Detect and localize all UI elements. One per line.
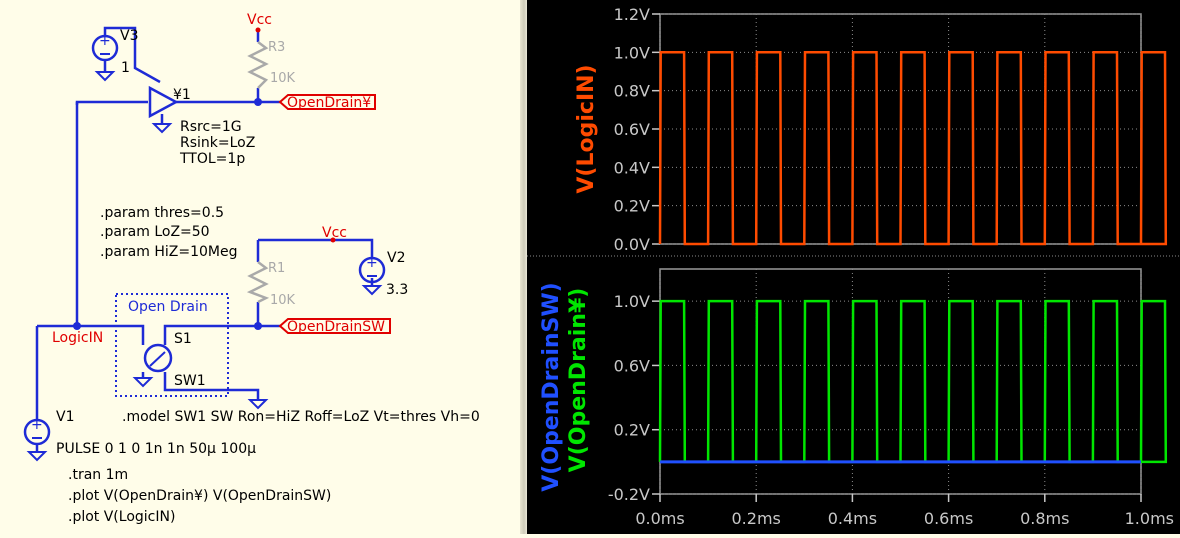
svg-text:+: + [31, 417, 43, 433]
v3-name: V3 [120, 28, 138, 44]
param-line-2: .param HiZ=10Meg [100, 244, 237, 260]
schematic-pane[interactable]: + V3 1 ¥1 Rsrc=1G Rsink=LoZ TTOL=1p Vcc … [0, 0, 524, 534]
switch-s1[interactable] [132, 343, 269, 410]
r1-name: R1 [268, 261, 285, 276]
s1-name: S1 [174, 331, 192, 347]
open-drain-box [115, 293, 229, 397]
vcc-mid-label: Vcc [322, 225, 347, 241]
v3-source[interactable]: + [91, 33, 119, 82]
param-line-0: .param thres=0.5 [100, 205, 224, 221]
trace-opendrain [658, 299, 1168, 464]
ytick-label: 0.2V [614, 421, 650, 440]
open-drain-box-title: Open Drain [128, 299, 208, 315]
ytick-label: 0.6V [614, 120, 650, 139]
r1-value: 10K [270, 293, 296, 308]
plot-logicin-yticks: 1.2V 1.0V 0.8V 0.6V 0.4V 0.2V 0.0V [614, 5, 660, 254]
trace-logicin [658, 51, 1168, 246]
param-line-1: .param LoZ=50 [100, 224, 210, 240]
plot-opendrain-yticks: 1.0V 0.6V 0.2V -0.2V [608, 292, 660, 504]
r1-resistor[interactable] [246, 261, 270, 304]
junction-dots [73, 98, 262, 330]
u1-param-1: Rsink=LoZ [180, 135, 255, 151]
v2-source[interactable]: + [358, 255, 386, 296]
ytick-label: 0.0V [614, 235, 650, 254]
xtick-label: 0.4ms [828, 509, 877, 528]
ytick-label: 0.6V [614, 356, 650, 375]
plot-logicin[interactable]: 1.2V 1.0V 0.8V 0.6V 0.4V 0.2V 0.0V V(LogicIN) [574, 5, 1168, 254]
xtick-label: 0.0ms [635, 509, 684, 528]
svg-text:+: + [99, 33, 111, 49]
waveform-viewer[interactable]: 1.2V 1.0V 0.8V 0.6V 0.4V 0.2V 0.0V V(LogicIN) … [527, 0, 1180, 534]
u1-param-0: Rsrc=1G [180, 119, 242, 135]
xtick-label: 0.2ms [732, 509, 781, 528]
r3-resistor[interactable] [247, 41, 269, 89]
ytick-label: 1.2V [614, 5, 650, 24]
u1-name: ¥1 [173, 87, 191, 103]
xtick-label: 0.8ms [1020, 509, 1069, 528]
plot-xaxis-ticks: 0.0ms 0.2ms 0.4ms 0.6ms 0.8ms 1.0ms [635, 494, 1174, 528]
v1-source[interactable]: + [23, 417, 51, 462]
waveform-canvas[interactable]: 1.2V1.0V0.8V0.6V0.4V0.2V0.0V V(LogicIN) … [527, 0, 1180, 534]
vcc-top-dot [255, 27, 261, 33]
plot-opendrain[interactable]: 1.0V 0.6V 0.2V -0.2V V(OpenDrainSW) V(OpenD… [539, 268, 1174, 528]
plot-opendrain-ylabel-od: V(OpenDrain¥) [566, 288, 591, 473]
vcc-top-label: Vcc [247, 12, 272, 28]
plot-logicin-ylabel: V(LogicIN) [574, 64, 599, 193]
v1-name: V1 [56, 409, 74, 425]
r3-name: R3 [268, 40, 285, 55]
net-label-opendrainsw-text: OpenDrainSW [287, 319, 385, 335]
schematic-canvas[interactable]: + V3 1 ¥1 Rsrc=1G Rsink=LoZ TTOL=1p Vcc … [0, 0, 524, 534]
net-label-logicin: LogicIN [52, 330, 103, 346]
net-label-opendrain-text: OpenDrain¥ [287, 95, 371, 111]
s1-model: SW1 [174, 373, 206, 389]
ytick-label: 0.8V [614, 82, 650, 101]
u1-param-2: TTOL=1p [179, 151, 245, 167]
xtick-label: 1.0ms [1125, 509, 1174, 528]
net-label-opendrain[interactable]: OpenDrain¥ [278, 94, 376, 111]
pane-splitter[interactable] [520, 0, 528, 534]
v3-value: 1 [121, 60, 130, 76]
ytick-label: -0.2V [608, 485, 650, 504]
v1-value: PULSE 0 1 0 1n 1n 50μ 100μ [56, 441, 256, 457]
plot-opendrain-ylabel-sw: V(OpenDrainSW) [539, 282, 564, 491]
directive-plot-2: .plot V(LogicIN) [68, 509, 175, 525]
directive-plot-1: .plot V(OpenDrain¥) V(OpenDrainSW) [68, 488, 331, 504]
vcc-mid-dot [330, 237, 336, 243]
model-directive: .model SW1 SW Ron=HiZ Roff=LoZ Vt=thres … [122, 409, 480, 425]
r3-value: 10K [270, 71, 296, 86]
svg-text:+: + [366, 255, 378, 271]
xtick-label: 0.6ms [924, 509, 973, 528]
buffer-u1[interactable] [148, 85, 179, 134]
ytick-label: 0.2V [614, 197, 650, 216]
ytick-label: 1.0V [614, 43, 650, 62]
ytick-label: 1.0V [614, 292, 650, 311]
v2-value: 3.3 [386, 282, 408, 298]
v2-name: V2 [387, 250, 405, 266]
net-label-opendrainsw[interactable]: OpenDrainSW [278, 318, 391, 335]
directive-tran: .tran 1m [68, 467, 128, 483]
ytick-label: 0.4V [614, 158, 650, 177]
